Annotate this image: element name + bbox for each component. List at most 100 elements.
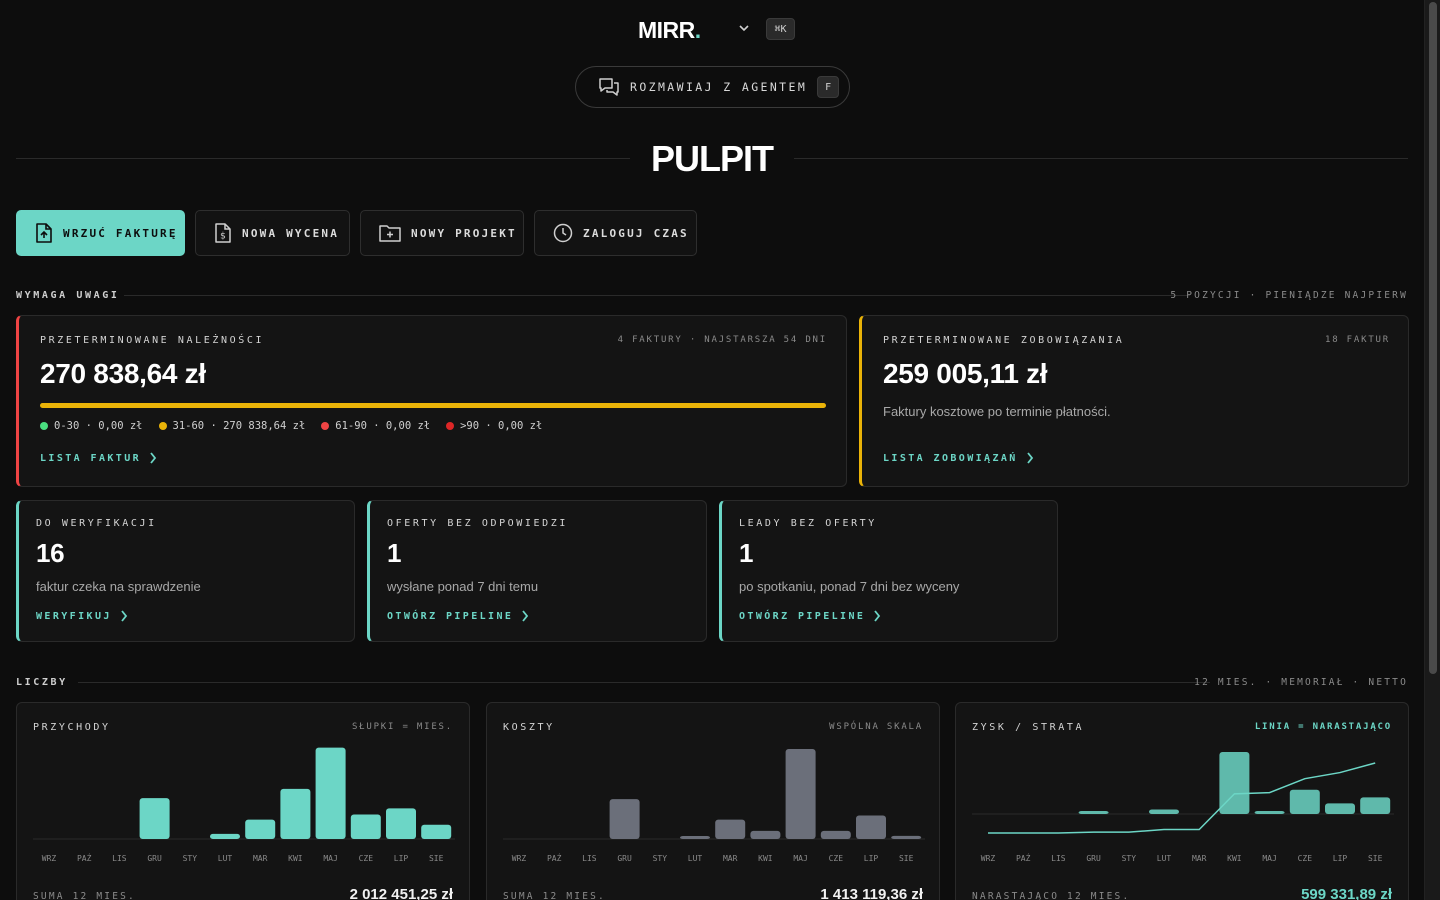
profit-chart-title: ZYSK / STRATA: [972, 722, 1085, 733]
command-palette-shortcut[interactable]: ⌘K: [766, 18, 795, 40]
x-tick-label: MAR: [1192, 854, 1207, 863]
costs-chart-title: KOSZTY: [503, 722, 555, 733]
offers-pipeline-link[interactable]: OTWÓRZ PIPELINE: [387, 610, 529, 622]
x-tick-label: STY: [183, 854, 198, 863]
bar-maj: [785, 749, 816, 839]
invoice-list-link[interactable]: LISTA FAKTUR: [40, 452, 157, 464]
workspace-switcher-button[interactable]: [734, 18, 754, 38]
costs-chart: WRZ PAŹ LIS GRU STY LUT MAR KWI MAJ CZE LIP SIE: [503, 749, 925, 863]
leads-pipeline-link[interactable]: OTWÓRZ PIPELINE: [739, 610, 881, 622]
logo-text: MIRR: [638, 17, 695, 43]
receivables-amount: 270 838,64 zł: [40, 358, 206, 389]
x-tick-label: SIE: [429, 854, 444, 863]
chat-bubbles-icon: [599, 78, 619, 96]
chevron-right-icon: [874, 610, 881, 622]
payables-list-link-label: LISTA ZOBOWIĄZAŃ: [883, 452, 1018, 464]
clock-icon: [553, 223, 573, 243]
new-project-button[interactable]: NOWY PROJEKT: [360, 210, 524, 256]
x-tick-label: PAŹ: [77, 852, 92, 863]
app-logo[interactable]: MIRR.: [638, 16, 701, 44]
payables-desc: Faktury kosztowe po terminie płatności.: [883, 404, 1111, 419]
numbers-section-meta: 12 MIES. · MEMORIAŁ · NETTO: [1194, 677, 1408, 688]
payables-list-link[interactable]: LISTA ZOBOWIĄZAŃ: [883, 452, 1034, 464]
x-tick-label: SIE: [1368, 854, 1383, 863]
offers-desc: wysłane ponad 7 dni temu: [387, 579, 539, 594]
page-title: PULPIT: [650, 138, 774, 179]
svg-text:$: $: [220, 232, 226, 242]
offers-pipeline-link-label: OTWÓRZ PIPELINE: [387, 610, 514, 622]
bar-mar: [715, 819, 746, 839]
x-tick-label: WRZ: [42, 854, 57, 863]
chat-agent-button[interactable]: ROZMAWIAJ Z AGENTEM F: [575, 66, 850, 108]
bar-maj: [1254, 811, 1285, 814]
x-tick-label: GRU: [1086, 854, 1101, 863]
costs-sum-value: 1 413 119,36 zł: [820, 886, 923, 900]
x-tick-label: KWI: [758, 854, 773, 863]
x-tick-label: MAJ: [323, 854, 337, 863]
x-tick-label: MAJ: [793, 854, 807, 863]
aging-90-plus: >90 · 0,00 zł: [446, 420, 542, 432]
x-tick-label: CZE: [829, 854, 844, 863]
bar-kwi: [1219, 752, 1250, 814]
unanswered-offers-card: OFERTY BEZ ODPOWIEDZI 1 wysłane ponad 7 …: [367, 500, 707, 642]
upload-invoice-button[interactable]: WRZUĆ FAKTURĘ: [16, 210, 185, 256]
attention-divider: [124, 295, 1190, 296]
bar-gru: [139, 798, 170, 839]
bar-cze: [350, 814, 381, 839]
chevron-down-icon: [739, 25, 749, 32]
x-tick-label: LUT: [688, 854, 703, 863]
chevron-right-icon: [522, 610, 529, 622]
bar-kwi: [750, 830, 781, 839]
payables-amount: 259 005,11 zł: [883, 358, 1048, 389]
bar-lip: [856, 815, 886, 839]
bar-maj: [315, 747, 346, 839]
invoice-dollar-icon: $: [215, 223, 231, 243]
verification-label: DO WERYFIKACJI: [36, 518, 157, 529]
chevron-right-icon: [121, 610, 127, 622]
invoice-list-link-label: LISTA FAKTUR: [40, 452, 142, 464]
x-tick-label: CZE: [359, 854, 374, 863]
revenue-sum-label: SUMA 12 MIES.: [33, 891, 136, 900]
x-tick-label: MAJ: [1262, 854, 1276, 863]
x-tick-label: STY: [653, 854, 668, 863]
revenue-chart: WRZ PAŹ LIS GRU STY LUT MAR KWI MAJ CZE LIP SIE: [33, 747, 455, 863]
x-tick-label: LIP: [1333, 854, 1348, 863]
log-time-button[interactable]: ZALOGUJ CZAS: [534, 210, 697, 256]
revenue-chart-card: PRZYCHODY SŁUPKI = MIES. WRZ PAŹ LIS GRU STY…: [16, 702, 470, 900]
aging-31-60: 31-60 · 270 838,64 zł: [158, 420, 305, 432]
bar-lut: [210, 833, 240, 839]
verification-card: DO WERYFIKACJI 16 faktur czeka na sprawd…: [16, 500, 355, 642]
x-tick-label: GRU: [147, 854, 162, 863]
leads-pipeline-link-label: OTWÓRZ PIPELINE: [739, 610, 866, 622]
verify-link[interactable]: WERYFIKUJ: [36, 610, 128, 622]
cumulative-line: [988, 762, 1376, 834]
bar-gru: [609, 799, 640, 839]
x-tick-label: SIE: [899, 854, 914, 863]
x-tick-label: CZE: [1298, 854, 1313, 863]
x-tick-label: STY: [1122, 854, 1137, 863]
aging-0-30: 0-30 · 0,00 zł: [40, 420, 143, 432]
leads-without-offer-card: LEADY BEZ OFERTY 1 po spotkaniu, ponad 7…: [719, 500, 1058, 642]
x-tick-label: WRZ: [981, 854, 996, 863]
overdue-payables-card: PRZETERMINOWANE ZOBOWIĄZANIA 18 FAKTUR 2…: [859, 315, 1409, 487]
profit-sum-label: NARASTAJĄCO 12 MIES.: [972, 891, 1131, 900]
x-tick-label: LIP: [864, 854, 879, 863]
revenue-sum-value: 2 012 451,25 zł: [349, 886, 453, 900]
bar-mar: [245, 819, 276, 839]
x-tick-label: PAŹ: [547, 852, 562, 863]
costs-chart-card: KOSZTY WSPÓLNA SKALA WRZ PAŹ LIS GRU STY LUT M…: [486, 702, 940, 900]
bar-kwi: [280, 788, 311, 839]
leads-count: 1: [739, 538, 754, 568]
numbers-divider: [78, 682, 1210, 683]
leads-desc: po spotkaniu, ponad 7 dni bez wyceny: [739, 579, 960, 594]
bar-sie: [891, 835, 922, 839]
revenue-chart-title: PRZYCHODY: [33, 722, 111, 733]
scrollbar-thumb[interactable]: [1429, 2, 1437, 674]
numbers-section-title: LICZBY: [16, 677, 68, 688]
payables-meta: 18 FAKTUR: [1325, 335, 1390, 345]
leads-label: LEADY BEZ OFERTY: [739, 518, 877, 529]
new-quote-button[interactable]: $ NOWA WYCENA: [195, 210, 350, 256]
page-scrollbar[interactable]: [1424, 0, 1440, 900]
upload-invoice-label: WRZUĆ FAKTURĘ: [63, 226, 178, 240]
x-tick-label: LIP: [394, 854, 409, 863]
